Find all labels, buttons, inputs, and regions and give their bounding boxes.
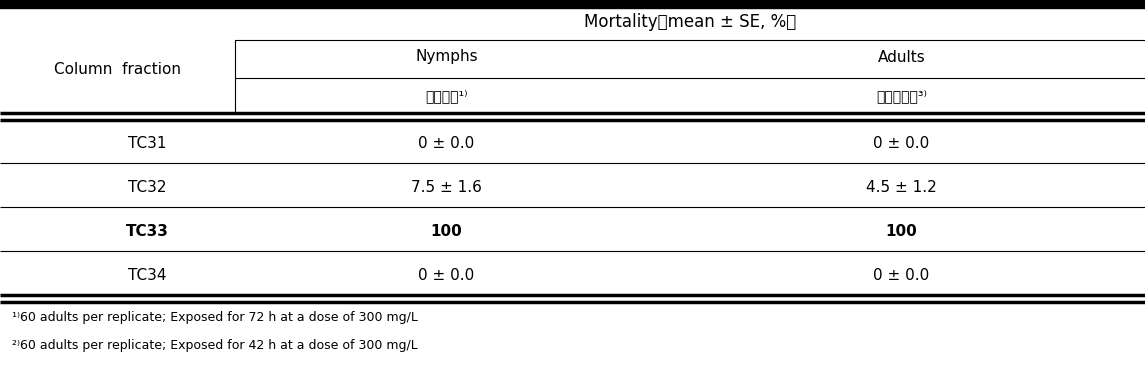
Text: 엽침지법¹⁾: 엽침지법¹⁾: [425, 89, 468, 103]
Text: 0 ± 0.0: 0 ± 0.0: [874, 135, 930, 150]
Text: TC31: TC31: [128, 135, 166, 150]
Text: 100: 100: [431, 224, 463, 240]
Text: 직접분무법³⁾: 직접분무법³⁾: [876, 89, 927, 103]
Text: Column  fraction: Column fraction: [54, 62, 181, 77]
Text: Adults: Adults: [877, 50, 925, 65]
Text: 0 ± 0.0: 0 ± 0.0: [418, 268, 475, 284]
Text: ¹⁾60 adults per replicate; Exposed for 72 h at a dose of 300 mg/L: ¹⁾60 adults per replicate; Exposed for 7…: [11, 311, 418, 324]
Text: 0 ± 0.0: 0 ± 0.0: [874, 268, 930, 284]
Text: Nymphs: Nymphs: [416, 50, 477, 65]
Text: 100: 100: [885, 224, 917, 240]
Text: 7.5 ± 1.6: 7.5 ± 1.6: [411, 180, 482, 196]
Text: TC34: TC34: [128, 268, 166, 284]
Text: ²⁾60 adults per replicate; Exposed for 42 h at a dose of 300 mg/L: ²⁾60 adults per replicate; Exposed for 4…: [11, 340, 418, 353]
Text: 0 ± 0.0: 0 ± 0.0: [418, 135, 475, 150]
Text: 4.5 ± 1.2: 4.5 ± 1.2: [866, 180, 937, 196]
Text: TC33: TC33: [126, 224, 168, 240]
Text: Mortality（mean ± SE, %）: Mortality（mean ± SE, %）: [584, 13, 796, 31]
Text: TC32: TC32: [128, 180, 166, 196]
